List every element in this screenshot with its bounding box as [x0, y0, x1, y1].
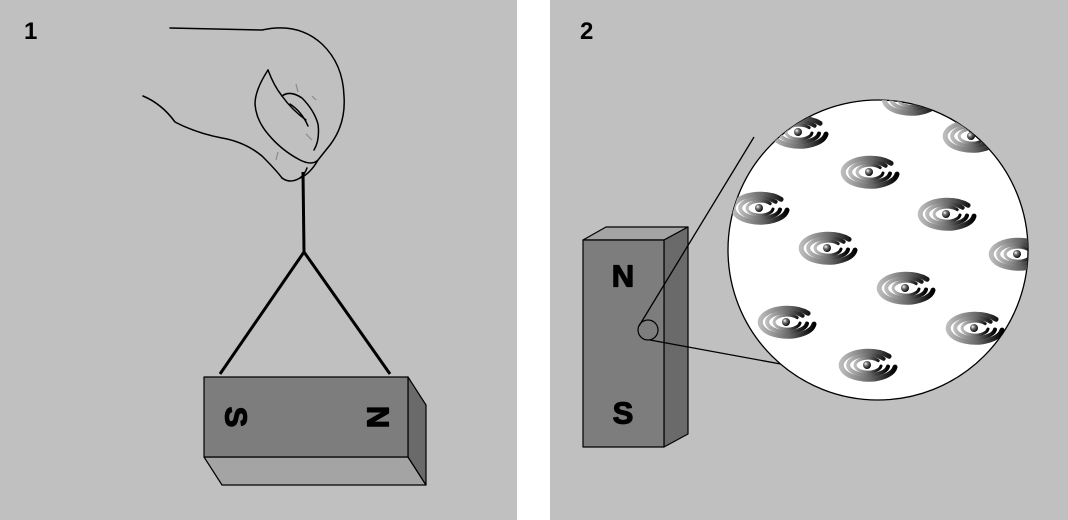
magnifier-spot	[637, 319, 659, 341]
spinning-electron-icon	[917, 197, 977, 231]
magnet-front-face	[203, 376, 409, 458]
magnet-front-face	[582, 239, 665, 448]
spinning-electron-icon	[840, 155, 900, 189]
electron-group	[730, 100, 1028, 382]
magnifier-circle-icon	[727, 99, 1029, 401]
spinning-electron-icon	[798, 231, 858, 265]
spinning-electron-icon	[942, 119, 1002, 153]
spinning-electron-icon	[838, 348, 898, 382]
magnet-side-face	[663, 226, 689, 448]
magnet-pole-s: S	[219, 407, 254, 428]
magnet-pole-n: N	[612, 259, 634, 294]
string-icon	[218, 171, 392, 375]
spinning-electron-icon	[730, 191, 790, 225]
panel-2: 2 N S	[550, 0, 1068, 520]
hand-icon	[142, 27, 345, 182]
spinning-electron-icon	[988, 237, 1028, 271]
bar-magnet-icon: S N	[203, 376, 427, 486]
spinning-electron-icon	[876, 271, 936, 305]
magnet-pole-n: N	[361, 406, 396, 428]
panel-1-drawing: S N	[142, 27, 427, 486]
spinning-electron-icon	[769, 115, 829, 149]
spinning-electron-icon	[757, 305, 817, 339]
magnet-top-face	[203, 456, 427, 486]
bar-magnet-icon: N S	[582, 226, 689, 448]
panel-2-drawing: N S	[582, 99, 1029, 448]
magnet-pole-s: S	[613, 396, 634, 431]
panel-1: 1 S N	[0, 0, 517, 520]
spinning-electron-icon	[945, 311, 1005, 345]
hand-shading	[275, 83, 317, 161]
panel-number: 1	[24, 18, 38, 45]
panel-number: 2	[580, 18, 594, 45]
